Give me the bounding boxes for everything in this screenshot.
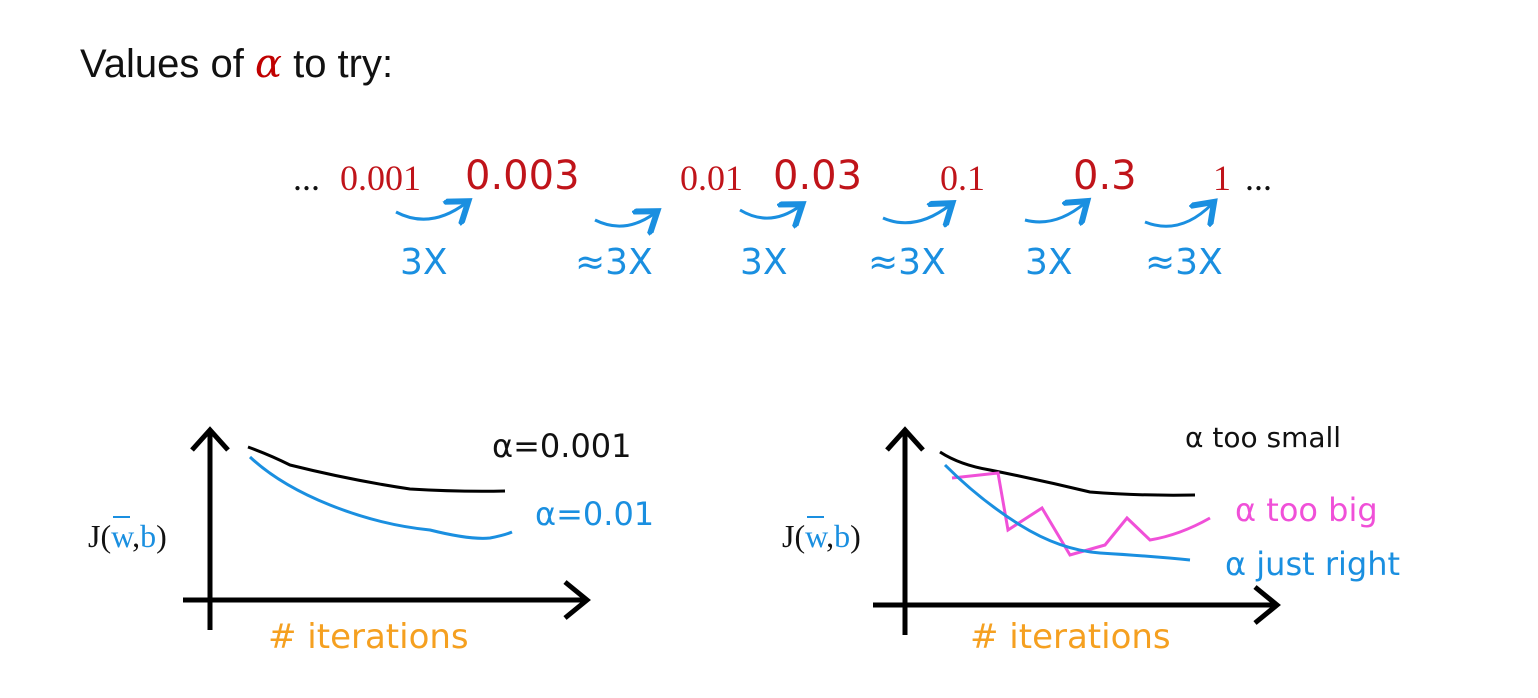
- alpha-value: 0.01: [680, 158, 743, 198]
- y-label-part: b: [140, 518, 157, 554]
- ellipsis: ...: [1245, 158, 1272, 198]
- alpha-value: 1: [1213, 158, 1231, 198]
- y-label-part: ): [850, 518, 861, 554]
- curve-small: [247, 445, 506, 493]
- factor: ≈3X: [868, 242, 946, 283]
- curve-label: α=0.01: [535, 495, 655, 533]
- arrows: [395, 203, 1212, 226]
- x-label: # iterations: [970, 617, 1171, 657]
- alpha-value: 0.03: [773, 153, 863, 199]
- curve-big: [951, 471, 1211, 557]
- factor: ≈3X: [575, 242, 653, 283]
- y-label-part: J(: [782, 518, 806, 554]
- curve-right: [943, 463, 1191, 562]
- curve-label: α too small: [1185, 421, 1342, 454]
- y-label-part: ,: [826, 518, 835, 554]
- y-label-part: w: [805, 518, 827, 554]
- ellipsis: ...: [293, 158, 320, 198]
- alpha-value: 0.003: [465, 153, 580, 199]
- slide-title: Values of α to try:: [80, 44, 393, 84]
- alpha-value: 0.001: [340, 158, 421, 198]
- factor: 3X: [1025, 242, 1073, 283]
- factor: 3X: [400, 242, 448, 283]
- x-label: # iterations: [268, 617, 469, 657]
- alpha-value: 0.3: [1073, 153, 1137, 199]
- y-label-part: J(: [88, 518, 112, 554]
- right-axes: [873, 426, 1281, 635]
- curve-label: α=0.001: [492, 427, 632, 465]
- curve-label: α just right: [1225, 545, 1401, 583]
- y-label: J(w,b): [88, 520, 167, 552]
- title-text: Values of: [80, 42, 244, 86]
- left-axes: [183, 426, 591, 630]
- factor: 3X: [740, 242, 788, 283]
- alpha-value: 0.1: [940, 158, 985, 198]
- y-label-part: w: [111, 518, 133, 554]
- title-text: to try:: [293, 42, 394, 86]
- factor: ≈3X: [1145, 242, 1223, 283]
- curve-small: [939, 450, 1196, 497]
- curve-right: [248, 455, 513, 540]
- y-label-part: b: [834, 518, 851, 554]
- y-label-part: ): [156, 518, 167, 554]
- y-label: J(w,b): [782, 520, 861, 552]
- curve-label: α too big: [1235, 491, 1378, 529]
- alpha: α: [254, 41, 282, 87]
- y-label-part: ,: [132, 518, 141, 554]
